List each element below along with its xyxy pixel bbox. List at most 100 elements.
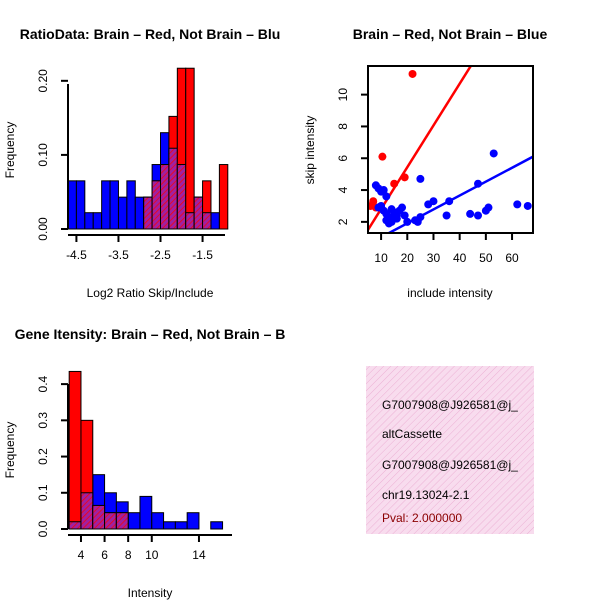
scatter-point-not-brain bbox=[474, 179, 482, 188]
scatter-plot-frame bbox=[367, 65, 534, 234]
intensity-chart-title: Gene Itensity: Brain – Red, Not Brain – … bbox=[15, 326, 286, 342]
intensity-bar-not-brain bbox=[210, 521, 224, 530]
scatter-point-brain bbox=[408, 69, 417, 78]
ratio-bar-not-brain bbox=[84, 212, 94, 230]
ratio-bar-overlap bbox=[193, 196, 204, 230]
intensity-bar-overlap bbox=[115, 512, 129, 530]
scatter-x-tick-label: 20 bbox=[401, 251, 415, 265]
intensity-bar-not-brain bbox=[139, 495, 153, 530]
ratio-bar-not-brain bbox=[134, 196, 145, 230]
scatter-point-brain bbox=[400, 173, 409, 182]
ratio-y-tick-label: 0.00 bbox=[36, 217, 50, 241]
scatter-point-not-brain bbox=[387, 205, 396, 214]
scatter-x-tick-label: 60 bbox=[505, 251, 519, 265]
intensity-x-tick-label: 8 bbox=[125, 548, 132, 562]
ratio-chart-title: RatioData: Brain – Red, Not Brain – Blu bbox=[20, 26, 281, 42]
intensity-bar-not-brain bbox=[151, 512, 165, 530]
info-event-id-2: G7007908@J926581@j_ bbox=[382, 458, 518, 472]
scatter-point-not-brain bbox=[379, 186, 388, 195]
scatter-point-not-brain bbox=[513, 200, 522, 209]
intensity-x-label: Intensity bbox=[128, 586, 173, 600]
scatter-fit-line-brain bbox=[368, 66, 473, 231]
scatter-plot-area bbox=[368, 66, 533, 233]
scatter-point-not-brain bbox=[523, 201, 532, 210]
ratio-y-label: Frequency bbox=[3, 122, 17, 179]
intensity-bar-overlap bbox=[104, 512, 117, 530]
intensity-bar-brain bbox=[68, 370, 82, 530]
intensity-histogram-chart: Gene Itensity: Brain – Red, Not Brain – … bbox=[3, 326, 285, 600]
scatter-point-not-brain bbox=[474, 211, 482, 220]
intensity-y-tick-label: 0.4 bbox=[36, 375, 50, 392]
info-location: chr19.13024-2.1 bbox=[382, 488, 470, 502]
ratio-bar-not-brain bbox=[92, 212, 103, 230]
intensity-y-ticks: 0.0 0.1 0.2 0.3 0.4 bbox=[36, 375, 68, 537]
ratio-bar-overlap bbox=[151, 180, 162, 230]
scatter-point-brain bbox=[390, 179, 399, 188]
scatter-point-not-brain bbox=[489, 149, 498, 158]
ratio-bar-overlap bbox=[185, 212, 195, 230]
intensity-y-tick-label: 0.2 bbox=[36, 448, 50, 465]
ratio-x-tick-label: -2.5 bbox=[150, 248, 171, 262]
scatter-point-not-brain bbox=[416, 174, 425, 183]
ratio-bar-overlap bbox=[143, 196, 153, 230]
ratio-bar-not-brain bbox=[117, 196, 128, 230]
scatter-point-not-brain bbox=[398, 203, 407, 212]
ratio-bar-not-brain bbox=[75, 180, 86, 230]
intensity-y-tick-label: 0.0 bbox=[36, 520, 50, 537]
scatter-point-not-brain bbox=[382, 192, 391, 201]
scatter-point-not-brain bbox=[466, 209, 475, 218]
ratio-bar-overlap bbox=[176, 164, 187, 230]
scatter-y-ticks: 2 4 6 8 10 bbox=[336, 88, 368, 225]
ratio-bar-overlap bbox=[168, 147, 178, 230]
ratio-x-tick-label: -3.5 bbox=[108, 248, 129, 262]
ratio-bar-overlap bbox=[202, 212, 212, 230]
scatter-y-tick-label: 4 bbox=[336, 186, 350, 193]
intensity-bar-not-brain bbox=[163, 521, 176, 530]
intensity-x-tick-label: 14 bbox=[192, 548, 206, 562]
ratio-histogram-chart: RatioData: Brain – Red, Not Brain – Blu … bbox=[3, 26, 280, 300]
info-panel-background bbox=[366, 366, 534, 534]
scatter-point-not-brain bbox=[413, 217, 422, 226]
scatter-point-not-brain bbox=[442, 211, 451, 220]
intensity-y-label: Frequency bbox=[3, 422, 17, 479]
intensity-bar-not-brain bbox=[186, 512, 200, 530]
ratio-bar-not-brain bbox=[67, 180, 77, 230]
scatter-y-tick-label: 10 bbox=[336, 88, 350, 102]
ratio-x-ticks: -4.5 -3.5 -2.5 -1.5 bbox=[66, 235, 213, 262]
info-pval: Pval: 2.000000 bbox=[382, 511, 462, 525]
ratio-y-tick-label: 0.20 bbox=[36, 69, 50, 93]
intensity-y-tick-label: 0.1 bbox=[36, 484, 50, 501]
intensity-x-tick-label: 6 bbox=[101, 548, 108, 562]
info-event-id: G7007908@J926581@j_ bbox=[382, 398, 518, 412]
scatter-y-label: skip intensity bbox=[303, 116, 317, 185]
ratio-x-tick-label: -1.5 bbox=[192, 248, 213, 262]
ratio-bar-not-brain bbox=[101, 180, 111, 230]
ratio-bar-brain bbox=[185, 67, 195, 230]
ratio-y-tick-label: 0.10 bbox=[36, 143, 50, 167]
intensity-bar-not-brain bbox=[174, 521, 188, 530]
ratio-x-label: Log2 Ratio Skip/Include bbox=[87, 286, 214, 300]
scatter-x-tick-label: 30 bbox=[427, 251, 441, 265]
scatter-point-not-brain bbox=[484, 203, 493, 212]
intensity-scatter-chart: Brain – Red, Not Brain – Blue 10 20 30 40 50… bbox=[303, 26, 547, 300]
scatter-y-tick-label: 8 bbox=[336, 123, 350, 130]
ratio-bars bbox=[67, 67, 229, 230]
scatter-point-not-brain bbox=[445, 197, 454, 206]
intensity-x-ticks: 4 6 8 10 14 bbox=[78, 535, 206, 562]
scatter-y-tick-label: 2 bbox=[336, 218, 350, 225]
intensity-x-tick-label: 10 bbox=[145, 548, 159, 562]
scatter-point-not-brain bbox=[374, 203, 383, 212]
intensity-x-tick-label: 4 bbox=[78, 548, 85, 562]
ratio-y-ticks: 0.00 0.10 0.20 bbox=[36, 69, 68, 241]
ratio-bar-brain bbox=[218, 164, 229, 230]
scatter-x-ticks: 10 20 30 40 50 60 bbox=[374, 233, 519, 265]
scatter-x-tick-label: 50 bbox=[479, 251, 493, 265]
scatter-point-brain bbox=[378, 152, 387, 161]
scatter-point-not-brain bbox=[400, 211, 409, 220]
scatter-x-label: include intensity bbox=[407, 286, 492, 300]
ratio-x-tick-label: -4.5 bbox=[66, 248, 87, 262]
intensity-bars bbox=[68, 370, 224, 530]
info-panel: G7007908@J926581@j_ altCassette G7007908… bbox=[366, 366, 534, 534]
intensity-bar-overlap bbox=[92, 504, 106, 530]
